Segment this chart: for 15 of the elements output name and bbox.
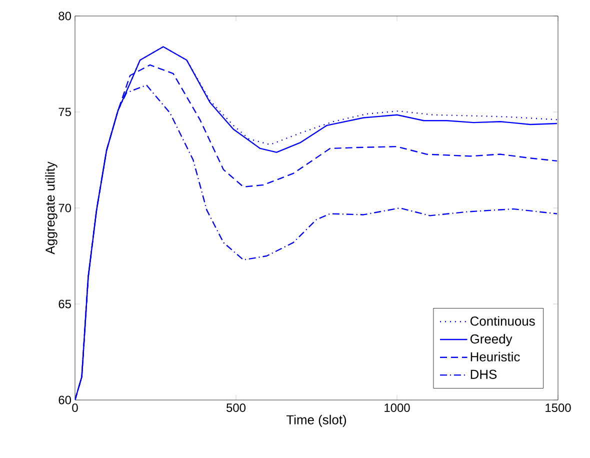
y-tick-label: 70	[58, 204, 72, 212]
legend-label: Heuristic	[470, 352, 520, 362]
x-tick-label: 0	[72, 404, 78, 412]
x-tick-label: 1000	[384, 404, 410, 412]
y-tick-label: 80	[58, 12, 72, 20]
x-axis-title: Time (slot)	[286, 414, 346, 427]
legend-label: DHS	[470, 370, 497, 379]
y-tick-label: 60	[58, 396, 72, 404]
y-tick-label: 75	[58, 108, 71, 116]
legend-label: Greedy	[470, 334, 512, 346]
y-tick-label: 65	[58, 300, 71, 308]
x-tick-label: 500	[226, 404, 246, 412]
x-tick-label: 1500	[546, 404, 571, 412]
y-axis-title: Aggregate utility	[45, 162, 58, 254]
legend-label: Continuous	[470, 316, 535, 326]
